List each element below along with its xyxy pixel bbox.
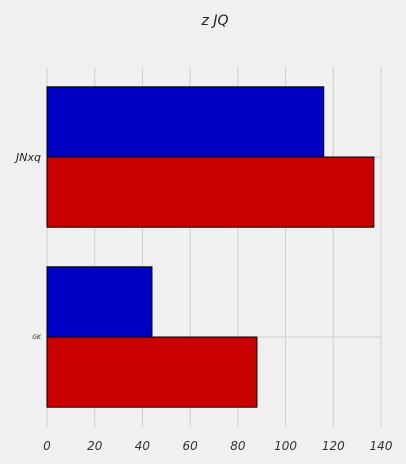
bar-JNxq-1 — [46, 86, 325, 158]
chart-title: z JQ — [201, 13, 229, 29]
bar-GK-1 — [46, 266, 153, 338]
bars — [46, 86, 375, 408]
bar-GK-2 — [46, 336, 258, 408]
x-tick-label: 60 — [183, 439, 199, 453]
x-tick-label: 0 — [43, 439, 51, 453]
y-tick-label: JNxq — [14, 151, 41, 164]
y-tick-label: GK — [32, 334, 42, 341]
x-tick-label: 140 — [370, 439, 393, 453]
x-tick-label: 100 — [274, 439, 297, 453]
x-tick-label: 80 — [230, 439, 246, 453]
x-tick-label: 40 — [135, 439, 151, 453]
x-tick-label: 120 — [322, 439, 345, 453]
x-tick-label: 20 — [87, 439, 103, 453]
x-axis-ticks: 0 20 40 60 80 100 120 140 — [43, 439, 393, 453]
bar-JNxq-2 — [46, 156, 375, 228]
y-axis-ticks: JNxq GK — [14, 151, 42, 341]
